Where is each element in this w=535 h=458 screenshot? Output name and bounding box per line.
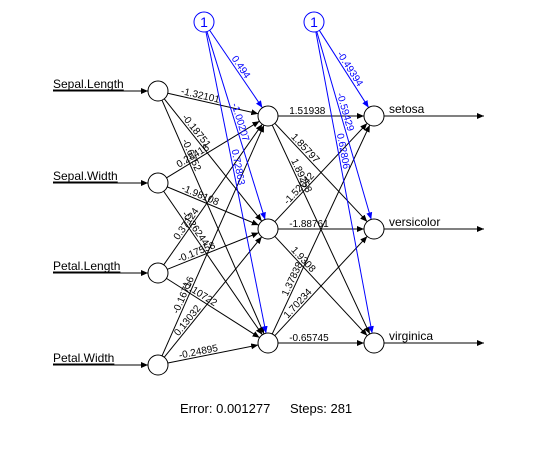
input-node-1: [147, 172, 169, 194]
bias-node-2: [303, 11, 325, 33]
edge-hid2-out1: [274, 235, 368, 337]
edge-bias2-out2: [315, 31, 374, 334]
edge-in3-hid0: [161, 124, 265, 357]
weight-bias1-hid0: 0.494: [229, 54, 252, 81]
output-label-1: versicolor: [389, 215, 440, 229]
bias-label-2: 1: [310, 14, 318, 30]
weight-hid2-out2: -0.65745: [289, 333, 329, 344]
hidden-node-0: [257, 105, 279, 127]
output-node-2: [363, 332, 385, 354]
edge-in1-hid2: [163, 190, 263, 336]
input-label-0: Sepal.Length: [53, 77, 124, 91]
hidden-node-2: [257, 332, 279, 354]
output-node-0: [363, 105, 385, 127]
edges-layer: [53, 29, 484, 368]
weight-bias2-out2: 0.62806: [334, 132, 352, 170]
error-text: Error: 0.001277: [180, 401, 270, 416]
edge-in0-hid1: [163, 98, 263, 222]
edge-bias2-out1: [316, 31, 373, 220]
weight-hid0-out0: 1.51938: [289, 106, 326, 117]
edge-in2-hid0: [163, 123, 263, 266]
weight-bias2-out0: -0.49394: [334, 50, 365, 90]
weight-bias2-out1: -0.59429: [334, 92, 356, 133]
edge-in3-hid2: [167, 343, 259, 364]
weight-bias1-hid2: 0.72863: [229, 148, 247, 186]
edge-in2-hid2: [166, 277, 260, 339]
edge-in3-hid1: [163, 236, 263, 358]
input-label-2: Petal.Length: [53, 259, 120, 273]
edge-bias2-out0: [318, 30, 370, 108]
bias-node-1: [193, 11, 215, 33]
edge-hid1-out0: [274, 122, 368, 223]
weight-hid1-out1: -1.88761: [289, 219, 329, 230]
output-node-1: [363, 218, 385, 240]
input-node-3: [147, 354, 169, 376]
input-node-0: [147, 80, 169, 102]
output-label-0: setosa: [389, 102, 425, 116]
weight-bias1-hid1: -1.00207: [229, 102, 251, 143]
steps-text: Steps: 281: [290, 401, 352, 416]
input-label-3: Petal.Width: [53, 351, 114, 365]
edge-in2-hid1: [167, 232, 259, 270]
hidden-node-1: [257, 218, 279, 240]
weight-in3-hid2: -0.24895: [178, 343, 219, 362]
output-label-2: virginica: [389, 329, 433, 343]
edge-bias1-hid2: [205, 31, 268, 334]
weight-in0-hid0: -1.32101: [180, 86, 221, 106]
edge-bias1-hid1: [206, 31, 266, 220]
bias-label-1: 1: [200, 14, 208, 30]
input-label-1: Sepal.Width: [53, 169, 118, 183]
input-node-2: [147, 262, 169, 284]
edge-in0-hid0: [167, 92, 259, 116]
weight-labels-layer: Sepal.Length Sepal.Width Petal.Length Petal…: [53, 50, 440, 365]
weight-in2-hid1: -0.17558: [176, 240, 217, 265]
edge-in1-hid0: [166, 120, 260, 179]
edge-bias1-hid0: [209, 29, 263, 109]
edge-in0-hid2: [161, 99, 265, 335]
